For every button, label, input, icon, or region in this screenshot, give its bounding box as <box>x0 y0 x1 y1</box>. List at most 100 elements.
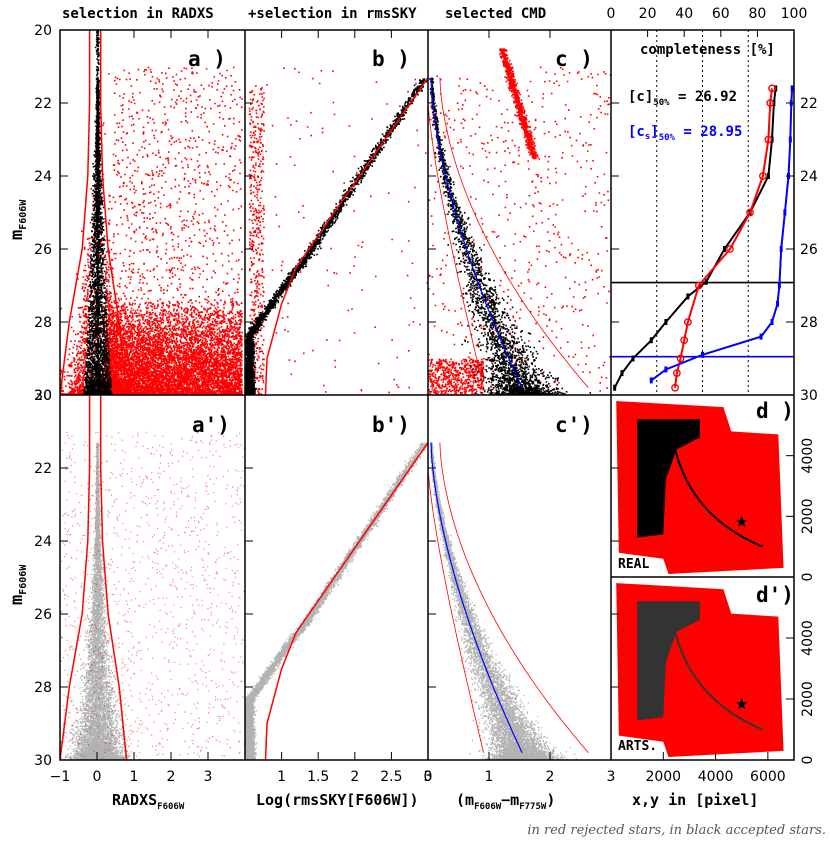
tick-label-pixel-y-arts-0: 0 <box>800 756 816 765</box>
x-axis-label-color: (mF606W−mF775W) <box>456 791 555 812</box>
tick-label-mag-top-22: 22 <box>34 96 52 112</box>
completeness-point-c_s-10 <box>701 352 704 358</box>
completeness-point-c-10 <box>631 356 634 362</box>
tick-label-completeness-0: 0 <box>607 6 616 22</box>
title-panel-a: selection in RADXS <box>62 6 214 22</box>
tick-label-color-1: 1 <box>485 769 494 785</box>
tick-label-pixel-x-0: 2000 <box>645 769 681 785</box>
completeness-point-c-8 <box>664 319 667 325</box>
completeness-point-c-9 <box>650 337 653 343</box>
completeness-title: completeness [%] <box>640 42 775 58</box>
x-axis-label-pixel: x,y in [pixel] <box>632 791 758 809</box>
completeness-point-c-12 <box>613 385 616 391</box>
tick-label-rms-1: 1.5 <box>307 769 329 785</box>
tick-label-radxs-0: −1 <box>50 769 71 785</box>
completeness-point-c_s-0 <box>791 85 794 91</box>
y-axis-label-bottom: mF606W <box>7 564 29 605</box>
tick-label-completeness-80: 80 <box>748 6 766 22</box>
completeness-point-c_s-5 <box>780 246 783 252</box>
tick-label-color-3: 3 <box>607 769 616 785</box>
scatter-panel-c-prime <box>426 443 588 762</box>
label-arts: ARTS. <box>618 739 657 754</box>
completeness-point-c_s-2 <box>789 137 792 143</box>
tick-label-pixel-x-2: 6000 <box>750 769 786 785</box>
tick-label-completeness-100: 100 <box>781 6 808 22</box>
completeness-point-c-11 <box>620 370 623 376</box>
panel-label-d-prime: d') <box>756 583 794 607</box>
tick-label-pixel-x-1: 4000 <box>698 769 734 785</box>
tick-label-mag-top-26: 26 <box>34 242 52 258</box>
boundary-b-prime <box>266 443 429 761</box>
scatter-panel-a <box>33 30 243 397</box>
cluster-center-marker-arts: ★ <box>735 695 749 714</box>
x-axis-label-rmssky: Log(rmsSKY[F606W]) <box>256 791 419 809</box>
tick-label-pixel-y-real-2: 4000 <box>800 438 816 474</box>
xy-map-arts: ★ <box>616 583 783 757</box>
completeness-point-c-6 <box>705 279 708 285</box>
points-rejected-a <box>33 67 243 397</box>
tick-label-pixel-y-real-0: 0 <box>800 573 816 582</box>
completeness-point-c_s-6 <box>778 283 781 289</box>
tick-label-mag-top-20: 20 <box>34 23 52 39</box>
panel-label-c: c ) <box>555 47 593 71</box>
tick-label-completeness-60: 60 <box>712 6 730 22</box>
label-real: REAL <box>618 557 649 572</box>
tick-label-mag-right-26: 26 <box>800 242 818 258</box>
tick-label-mag-top-24: 24 <box>34 169 52 185</box>
tick-label-completeness-20: 20 <box>639 6 657 22</box>
tick-label-rms-3: 2.5 <box>380 769 402 785</box>
title-panel-c: selected CMD <box>445 6 546 22</box>
tick-label-mag-bottom-30: 30 <box>34 753 52 769</box>
completeness-point-c_s-12 <box>650 377 653 383</box>
annotation-cs50: [cs]50% = 28.95 <box>628 124 742 143</box>
panel-label-d: d ) <box>756 399 794 423</box>
tick-label-rms-2: 2 <box>350 769 359 785</box>
tick-label-pixel-y-arts-2: 4000 <box>800 620 816 656</box>
tick-label-radxs-3: 2 <box>167 769 176 785</box>
points-accepted-c <box>429 78 591 397</box>
completeness-plot <box>611 30 794 395</box>
tick-label-completeness-40: 40 <box>675 6 693 22</box>
tick-label-radxs-1: 0 <box>93 769 102 785</box>
tick-label-color-0: 0 <box>424 769 433 785</box>
completeness-point-c_s-9 <box>760 334 763 340</box>
boundary-b <box>266 78 429 396</box>
panel-label-a-prime: a') <box>192 413 230 437</box>
completeness-point-c-5 <box>723 246 726 252</box>
completeness-point-c-7 <box>686 293 689 299</box>
tick-label-pixel-y-arts-1: 2000 <box>800 681 816 717</box>
tick-label-radxs-2: 1 <box>130 769 139 785</box>
completeness-point-c-3 <box>767 173 770 179</box>
points-rejected-c <box>428 48 613 396</box>
tick-label-radxs-4: 3 <box>204 769 213 785</box>
tick-label-mag-right-24: 24 <box>800 169 818 185</box>
x-axis-label-radxs: RADXSF606W <box>112 791 185 812</box>
annotation-c50: [c]50% = 26.92 <box>628 89 737 108</box>
xy-map-real: ★ <box>616 401 783 574</box>
points-accepted-c-prime <box>430 443 577 762</box>
tick-label-rms-0: 1 <box>277 769 286 785</box>
tick-label-mag-right-22: 22 <box>800 96 818 112</box>
scatter-panel-a-prime <box>57 395 245 761</box>
completeness-point-c_s-4 <box>783 210 786 216</box>
points-accepted-a <box>83 30 113 397</box>
tick-label-mag-bottom-24: 24 <box>34 534 52 550</box>
tick-label-mag-right-28: 28 <box>800 315 818 331</box>
tick-label-mag-top-28: 28 <box>34 315 52 331</box>
completeness-point-c_s-11 <box>664 366 667 372</box>
y-axis-label-top: mF606W <box>7 199 29 240</box>
tick-label-pixel-y-real-1: 2000 <box>800 499 816 535</box>
panel-label-b-prime: b') <box>372 413 410 437</box>
cluster-center-marker-real: ★ <box>735 512 749 531</box>
tick-label-mag-right-30: 30 <box>800 388 818 404</box>
tick-label-mag-bottom-22: 22 <box>34 461 52 477</box>
scatter-panel-b <box>241 67 430 396</box>
panel-label-b: b ) <box>372 47 410 71</box>
title-panel-b: +selection in rmsSKY <box>248 6 417 22</box>
caption: in red rejected stars, in black accepted… <box>527 823 826 838</box>
scatter-panel-b-prime <box>241 443 429 762</box>
tick-label-mag-bottom-28: 28 <box>34 680 52 696</box>
panel-label-a: a ) <box>188 47 226 71</box>
panel-label-c-prime: c') <box>555 413 593 437</box>
